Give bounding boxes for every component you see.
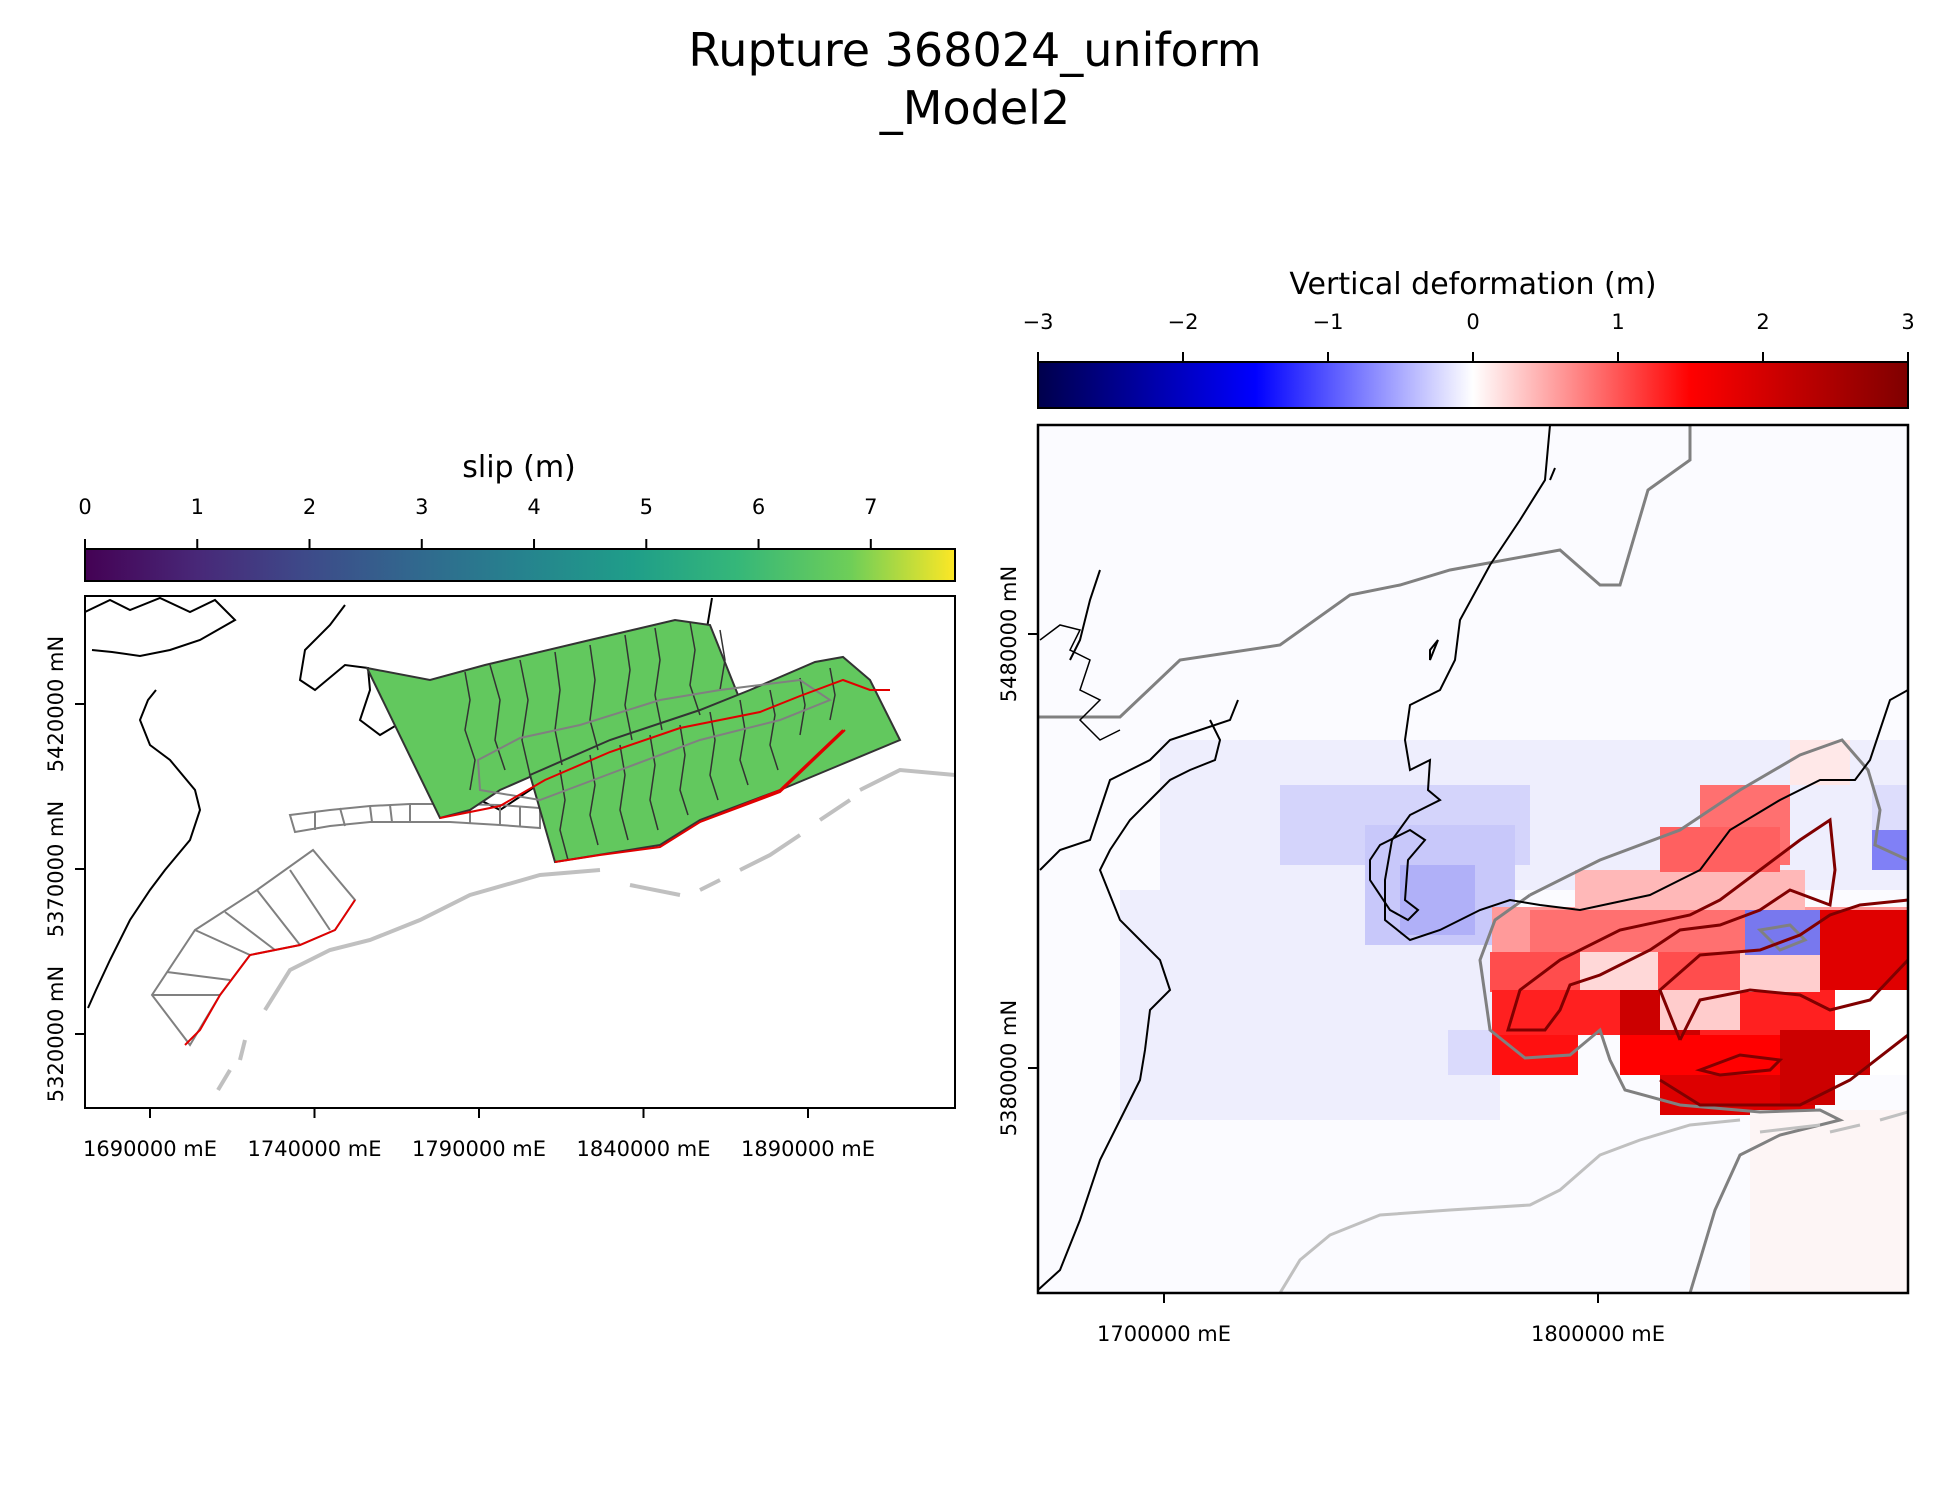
deformation-map-y-axis: 5380000 mN 5480000 mN bbox=[997, 566, 1038, 1136]
slip-map-x-tick-label: 1690000 mE bbox=[83, 1137, 217, 1161]
slip-map-x-tick-label: 1790000 mE bbox=[412, 1137, 546, 1161]
deformation-colorbar-ticks: −3 −2 −1 0 1 2 3 bbox=[1023, 310, 1915, 362]
deformation-colorbar-tick-label: 2 bbox=[1756, 310, 1769, 334]
deformation-contour-zero bbox=[1038, 425, 1692, 719]
slip-map-fault-trace-lower bbox=[554, 729, 846, 863]
deformation-map-y-tick-label: 5380000 mN bbox=[997, 1000, 1021, 1136]
deformation-colorbar-tick-label: 3 bbox=[1901, 310, 1914, 334]
slip-map-x-tick-label: 1740000 mE bbox=[248, 1137, 382, 1161]
slip-map-y-axis: 5320000 mN 5370000 mN 5420000 mN bbox=[44, 636, 85, 1102]
deformation-map-x-tick-label: 1800000 mE bbox=[1531, 1322, 1665, 1346]
deformation-colorbar-label: Vertical deformation (m) bbox=[1289, 267, 1656, 302]
slip-colorbar-tick-label: 3 bbox=[415, 495, 428, 519]
slip-map-x-axis: 1690000 mE 1740000 mE 1790000 mE 1840000 mE… bbox=[83, 1108, 875, 1161]
slip-map-coastline-south-island bbox=[85, 596, 237, 658]
slip-map-y-tick-label: 5320000 mN bbox=[44, 966, 68, 1102]
slip-colorbar-tick-label: 4 bbox=[527, 495, 540, 519]
deformation-contour-positive bbox=[1505, 817, 1837, 1032]
slip-map-fault-trace-south bbox=[184, 899, 356, 1046]
slip-map-frame bbox=[84, 595, 956, 1109]
deformation-map: 1700000 mE 1800000 mE 5380000 mN 5480000 m… bbox=[997, 423, 1910, 1346]
deformation-subduction-trace bbox=[1278, 1110, 1908, 1293]
deformation-colorbar-tick-label: −3 bbox=[1023, 310, 1054, 334]
deformation-map-x-axis: 1700000 mE 1800000 mE bbox=[1097, 1293, 1665, 1346]
slip-map: 1690000 mE 1740000 mE 1790000 mE 1840000 mE… bbox=[44, 595, 956, 1161]
slip-map-x-tick-label: 1890000 mE bbox=[741, 1137, 875, 1161]
slip-map-y-tick-label: 5370000 mN bbox=[44, 801, 68, 937]
deformation-grid bbox=[1038, 425, 1908, 1293]
slip-colorbar: slip (m) 0 1 2 3 4 5 6 7 bbox=[78, 450, 956, 582]
deformation-map-y-tick-label: 5480000 mN bbox=[997, 566, 1021, 702]
deformation-colorbar-tick-label: 0 bbox=[1466, 310, 1479, 334]
deformation-coastline-north-island bbox=[1384, 425, 1908, 942]
deformation-colorbar: Vertical deformation (m) −3 −2 −1 0 1 2 3 bbox=[1023, 267, 1915, 409]
slip-colorbar-tick-label: 7 bbox=[864, 495, 877, 519]
slip-colorbar-label: slip (m) bbox=[462, 450, 576, 485]
deformation-colorbar-tick-label: −1 bbox=[1313, 310, 1344, 334]
deformation-map-frame bbox=[1036, 423, 1910, 1295]
slip-map-unruptured-fault-north bbox=[288, 803, 541, 834]
slip-map-fault-trace-upper bbox=[439, 678, 890, 819]
slip-map-y-tick-label: 5420000 mN bbox=[44, 636, 68, 772]
slip-colorbar-tick-label: 6 bbox=[752, 495, 765, 519]
slip-colorbar-tick-label: 1 bbox=[191, 495, 204, 519]
slip-map-subduction-trace bbox=[216, 767, 955, 1092]
slip-colorbar-tick-label: 2 bbox=[303, 495, 316, 519]
deformation-coastline-south-island bbox=[1038, 719, 1222, 1291]
deformation-colorbar-gradient bbox=[1037, 361, 1909, 409]
slip-map-x-tick-label: 1840000 mE bbox=[577, 1137, 711, 1161]
figure-title-line2: _Model2 bbox=[879, 81, 1070, 135]
slip-colorbar-tick-label: 5 bbox=[640, 495, 653, 519]
deformation-colorbar-tick-label: −2 bbox=[1168, 310, 1199, 334]
slip-colorbar-ticks: 0 1 2 3 4 5 6 7 bbox=[78, 495, 877, 549]
deformation-map-x-tick-label: 1700000 mE bbox=[1097, 1322, 1231, 1346]
slip-colorbar-gradient bbox=[84, 548, 956, 582]
deformation-colorbar-tick-label: 1 bbox=[1611, 310, 1624, 334]
slip-colorbar-tick-label: 0 bbox=[78, 495, 91, 519]
figure-title-line1: Rupture 368024_uniform bbox=[688, 23, 1261, 77]
slip-map-coastline-west bbox=[87, 689, 202, 1009]
